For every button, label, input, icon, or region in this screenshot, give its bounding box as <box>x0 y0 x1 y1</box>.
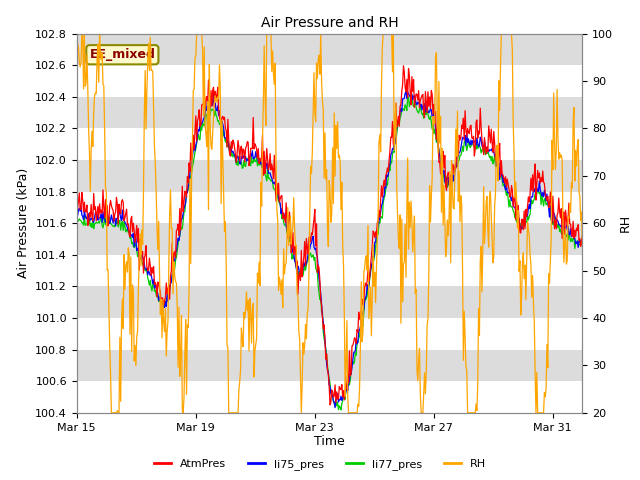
Bar <box>77 160 582 192</box>
Y-axis label: Air Pressure (kPa): Air Pressure (kPa) <box>17 168 29 278</box>
Bar <box>77 97 582 128</box>
Bar <box>77 223 582 255</box>
Bar <box>77 349 582 381</box>
Y-axis label: RH: RH <box>619 214 632 232</box>
Text: EE_mixed: EE_mixed <box>90 48 156 61</box>
Bar <box>77 34 582 65</box>
Title: Air Pressure and RH: Air Pressure and RH <box>260 16 399 30</box>
Bar <box>77 287 582 318</box>
X-axis label: Time: Time <box>314 435 345 448</box>
Legend: AtmPres, li75_pres, li77_pres, RH: AtmPres, li75_pres, li77_pres, RH <box>150 455 490 474</box>
